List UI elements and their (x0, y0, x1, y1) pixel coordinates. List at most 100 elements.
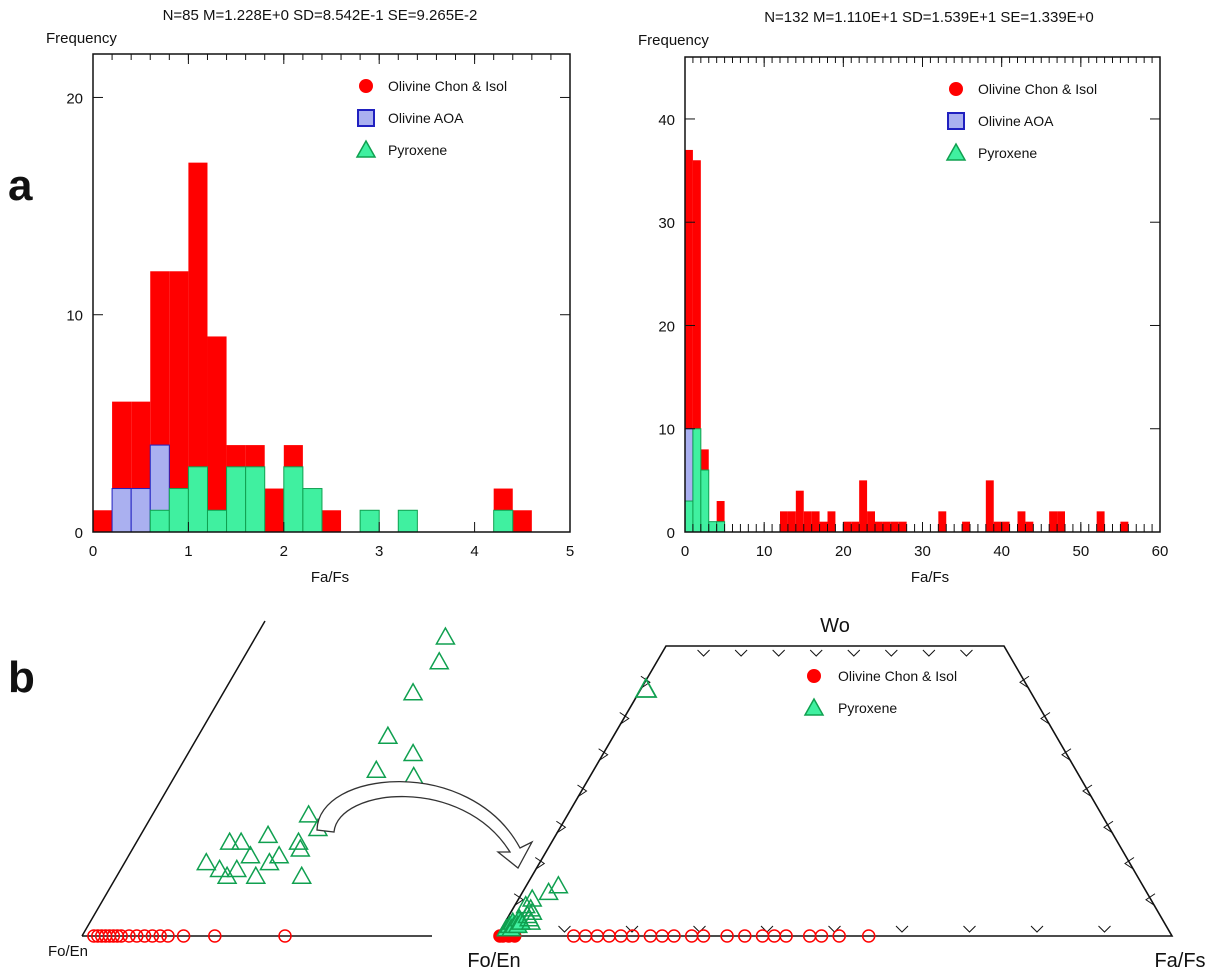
chart1-xlabel: Fa/Fs (311, 569, 349, 586)
bar-olivine-chon-isol (875, 521, 883, 532)
ternary-tick-bottom (558, 925, 571, 933)
ternary-tick-right (1145, 893, 1156, 907)
y-tick-label: 20 (66, 90, 83, 107)
ternary-tick-top (922, 649, 936, 657)
pyroxene-point (403, 765, 424, 785)
bar-olivine-chon-isol (321, 510, 342, 532)
bar-pyroxene (245, 466, 266, 533)
olivine-point (861, 929, 876, 943)
ternary-tick-left (640, 675, 651, 689)
legend-label: Olivine Chon & Isol (388, 78, 507, 94)
pyroxene-point (366, 759, 387, 779)
ternary-right-label: Fa/Fs (1154, 950, 1205, 972)
bar-olivine-chon-isol (1120, 521, 1129, 532)
pyroxene-point (548, 875, 569, 894)
x-tick-label: 0 (681, 543, 689, 560)
olivine-point (738, 929, 752, 943)
olivine-point (278, 929, 292, 943)
chart1-bars (93, 162, 532, 533)
ternary-apex-label: Wo (820, 615, 850, 637)
bar-olivine-chon-isol (1025, 521, 1034, 532)
pyroxene-point (257, 824, 279, 844)
ternary-frame (495, 645, 1174, 937)
y-tick-label: 10 (66, 308, 83, 325)
pyroxene-point (298, 804, 319, 823)
pyroxene-point (402, 742, 424, 762)
bar-olivine-chon-isol (1057, 511, 1065, 532)
ternary-tick-right (1061, 748, 1072, 762)
pyroxene-point (291, 865, 312, 885)
bar-olivine-chon-isol (169, 271, 189, 532)
bar-olivine-chon-isol (780, 511, 788, 532)
ternary-tick-bottom (828, 925, 841, 933)
bar-olivine-chon-isol (938, 511, 947, 532)
x-tick-label: 3 (375, 543, 383, 560)
pyroxene-point (538, 881, 559, 901)
chart2-legend: Olivine Chon & Isol Olivine AOA Pyroxene (945, 81, 1097, 161)
y-tick-label: 40 (658, 112, 675, 129)
bar-olivine-chon-isol (1049, 511, 1058, 532)
olivine-point (779, 929, 793, 943)
olivine-point (145, 929, 160, 943)
bar-olivine-chon-isol (859, 480, 868, 532)
ternary-tick-right (1082, 784, 1093, 798)
bar-olivine-chon-isol (827, 511, 836, 532)
ternary-tick-top (960, 649, 973, 657)
bar-olivine-chon-isol (716, 501, 725, 532)
legend-label: Olivine AOA (978, 113, 1054, 129)
chart2-frame (684, 56, 1161, 533)
bar-pyroxene (226, 466, 247, 533)
ternary-left-label: Fo/En (467, 950, 520, 972)
pyroxene-point (521, 888, 543, 907)
x-tick-label: 50 (1072, 543, 1089, 560)
pyroxene-point (196, 852, 217, 871)
bar-olivine-chon-isol (890, 521, 899, 532)
bar-olivine-chon-isol (867, 511, 875, 532)
ternary-tick-right (1103, 820, 1114, 834)
bar-olivine-chon-isol (93, 510, 113, 532)
ternary-tick-bottom (1098, 925, 1111, 933)
pyroxene-point (520, 911, 542, 930)
olivine-point (137, 929, 152, 943)
chart2-xlabel: Fa/Fs (911, 569, 949, 586)
chart2-ylabel: Frequency (638, 32, 709, 49)
bar-pyroxene (168, 488, 189, 533)
bar-pyroxene (684, 500, 694, 533)
y-tick-label: 20 (658, 318, 675, 335)
pyroxene-point (435, 626, 456, 645)
legend-marker-pyroxene (945, 142, 967, 161)
pyroxene-point (245, 865, 267, 885)
pyroxene-point (219, 831, 240, 850)
ternary-zoom: Fo/En (48, 620, 456, 960)
x-tick-label: 5 (566, 543, 574, 560)
bar-pyroxene (708, 521, 718, 533)
ternary-tick-left (534, 857, 546, 870)
chart1-ticks: 0 1 2 3 4 5 0 10 20 (66, 54, 574, 560)
bar-olivine-chon-isol (795, 490, 804, 532)
olivine-point (122, 929, 136, 943)
ternary-tick-right (1040, 712, 1051, 725)
chart2-title: N=132 M=1.110E+1 SD=1.539E+1 SE=1.339E+0 (764, 9, 1094, 26)
bar-olivine-chon-isol (1017, 511, 1026, 532)
bar-pyroxene (302, 488, 323, 533)
bar-pyroxene (700, 469, 710, 533)
bar-olivine-chon-isol (993, 521, 1002, 532)
histogram-left: N=85 M=1.228E+0 SD=8.542E-1 SE=9.265E-2 … (46, 7, 574, 586)
x-tick-label: 4 (470, 543, 478, 560)
olivine-point (208, 929, 222, 943)
bar-olivine-chon-isol (843, 521, 852, 532)
pyroxene-point (402, 682, 424, 701)
bar-pyroxene (397, 509, 418, 533)
chart1-ylabel: Frequency (46, 30, 117, 47)
x-tick-label: 2 (280, 543, 288, 560)
bar-olivine-chon-isol (692, 160, 701, 532)
chart1-title: N=85 M=1.228E+0 SD=8.542E-1 SE=9.265E-2 (163, 7, 478, 24)
x-tick-label: 10 (756, 543, 773, 560)
bar-pyroxene (149, 509, 170, 533)
bar-olivine-chon-isol (811, 511, 820, 532)
zoom-corner-label: Fo/En (48, 943, 88, 960)
pyroxene-point (226, 858, 248, 878)
legend-marker-pyroxene (803, 697, 825, 716)
bar-olivine-chon-isol (512, 510, 532, 532)
pyroxene-point (216, 865, 238, 885)
